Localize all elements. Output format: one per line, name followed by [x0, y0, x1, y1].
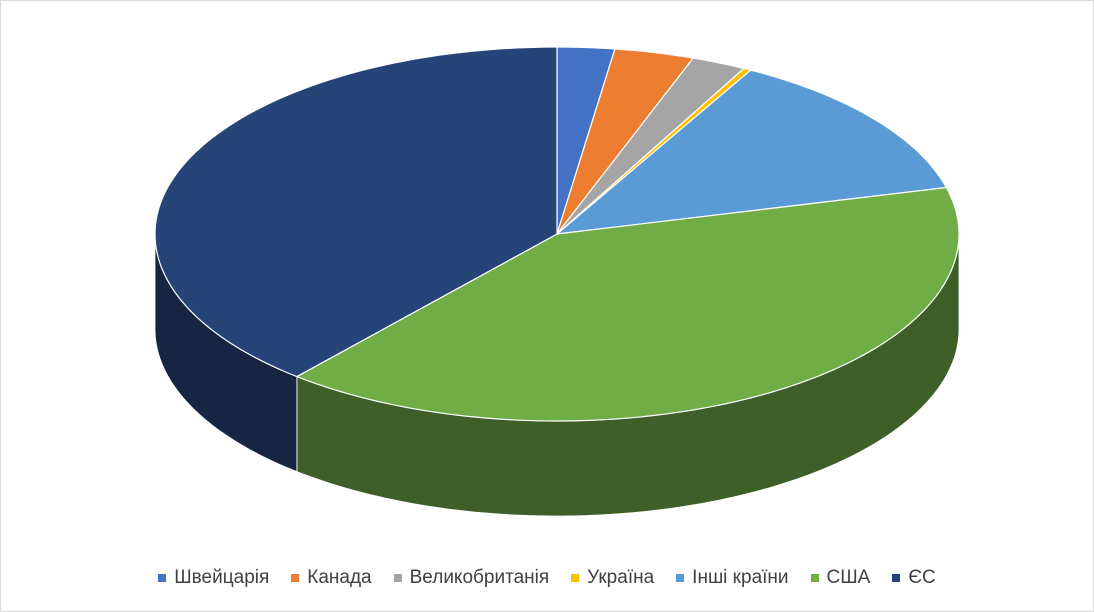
legend-item: США [810, 567, 871, 589]
legend-label: ЄС [908, 567, 936, 588]
legend-swatch [571, 574, 580, 582]
legend-item: Україна [571, 567, 654, 589]
slice [556, 48, 695, 235]
legend-swatch [291, 574, 300, 582]
legend-item: Великобританія [393, 567, 550, 589]
legend-label: Інші країни [692, 567, 789, 588]
slice [556, 57, 746, 235]
legend-label: США [826, 567, 871, 588]
legend-swatch [158, 574, 167, 582]
legend-label: Україна [587, 567, 655, 588]
legend-swatch [892, 574, 901, 582]
tops [154, 46, 960, 422]
legend-swatch [676, 574, 685, 582]
slice [154, 46, 558, 378]
legend-item: ЄС [892, 567, 936, 589]
slice [555, 69, 948, 235]
slice [295, 186, 960, 422]
legend-item: Інші країни [676, 567, 789, 589]
legend-swatch [393, 574, 402, 582]
legend-label: Швейцарія [174, 567, 270, 588]
legend-item: Швейцарія [158, 567, 269, 589]
legend-label: Великобританія [409, 567, 550, 588]
chart [154, 46, 960, 517]
legend-label: Канада [307, 567, 372, 588]
legend-item: Канада [291, 567, 372, 589]
legend: Швейцарія Канада Великобританія Україна Інші… [1, 567, 1093, 589]
legend-swatch [810, 574, 819, 582]
